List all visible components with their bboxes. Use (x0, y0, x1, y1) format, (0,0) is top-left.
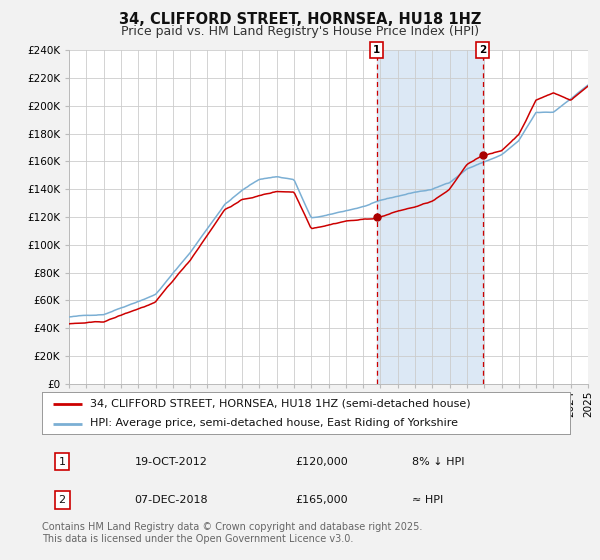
Text: 34, CLIFFORD STREET, HORNSEA, HU18 1HZ (semi-detached house): 34, CLIFFORD STREET, HORNSEA, HU18 1HZ (… (89, 399, 470, 409)
Text: £120,000: £120,000 (295, 456, 348, 466)
Text: 2: 2 (479, 45, 487, 55)
Text: Price paid vs. HM Land Registry's House Price Index (HPI): Price paid vs. HM Land Registry's House … (121, 25, 479, 38)
Text: 34, CLIFFORD STREET, HORNSEA, HU18 1HZ: 34, CLIFFORD STREET, HORNSEA, HU18 1HZ (119, 12, 481, 27)
Text: 2: 2 (59, 495, 65, 505)
Text: HPI: Average price, semi-detached house, East Riding of Yorkshire: HPI: Average price, semi-detached house,… (89, 418, 458, 428)
Text: 1: 1 (373, 45, 380, 55)
Text: ≈ HPI: ≈ HPI (412, 495, 443, 505)
Text: Contains HM Land Registry data © Crown copyright and database right 2025.
This d: Contains HM Land Registry data © Crown c… (42, 522, 422, 544)
Text: 07-DEC-2018: 07-DEC-2018 (134, 495, 208, 505)
Text: 1: 1 (59, 456, 65, 466)
Text: £165,000: £165,000 (295, 495, 348, 505)
Text: 19-OCT-2012: 19-OCT-2012 (134, 456, 207, 466)
Bar (377, 50, 483, 384)
Text: 8% ↓ HPI: 8% ↓ HPI (412, 456, 464, 466)
